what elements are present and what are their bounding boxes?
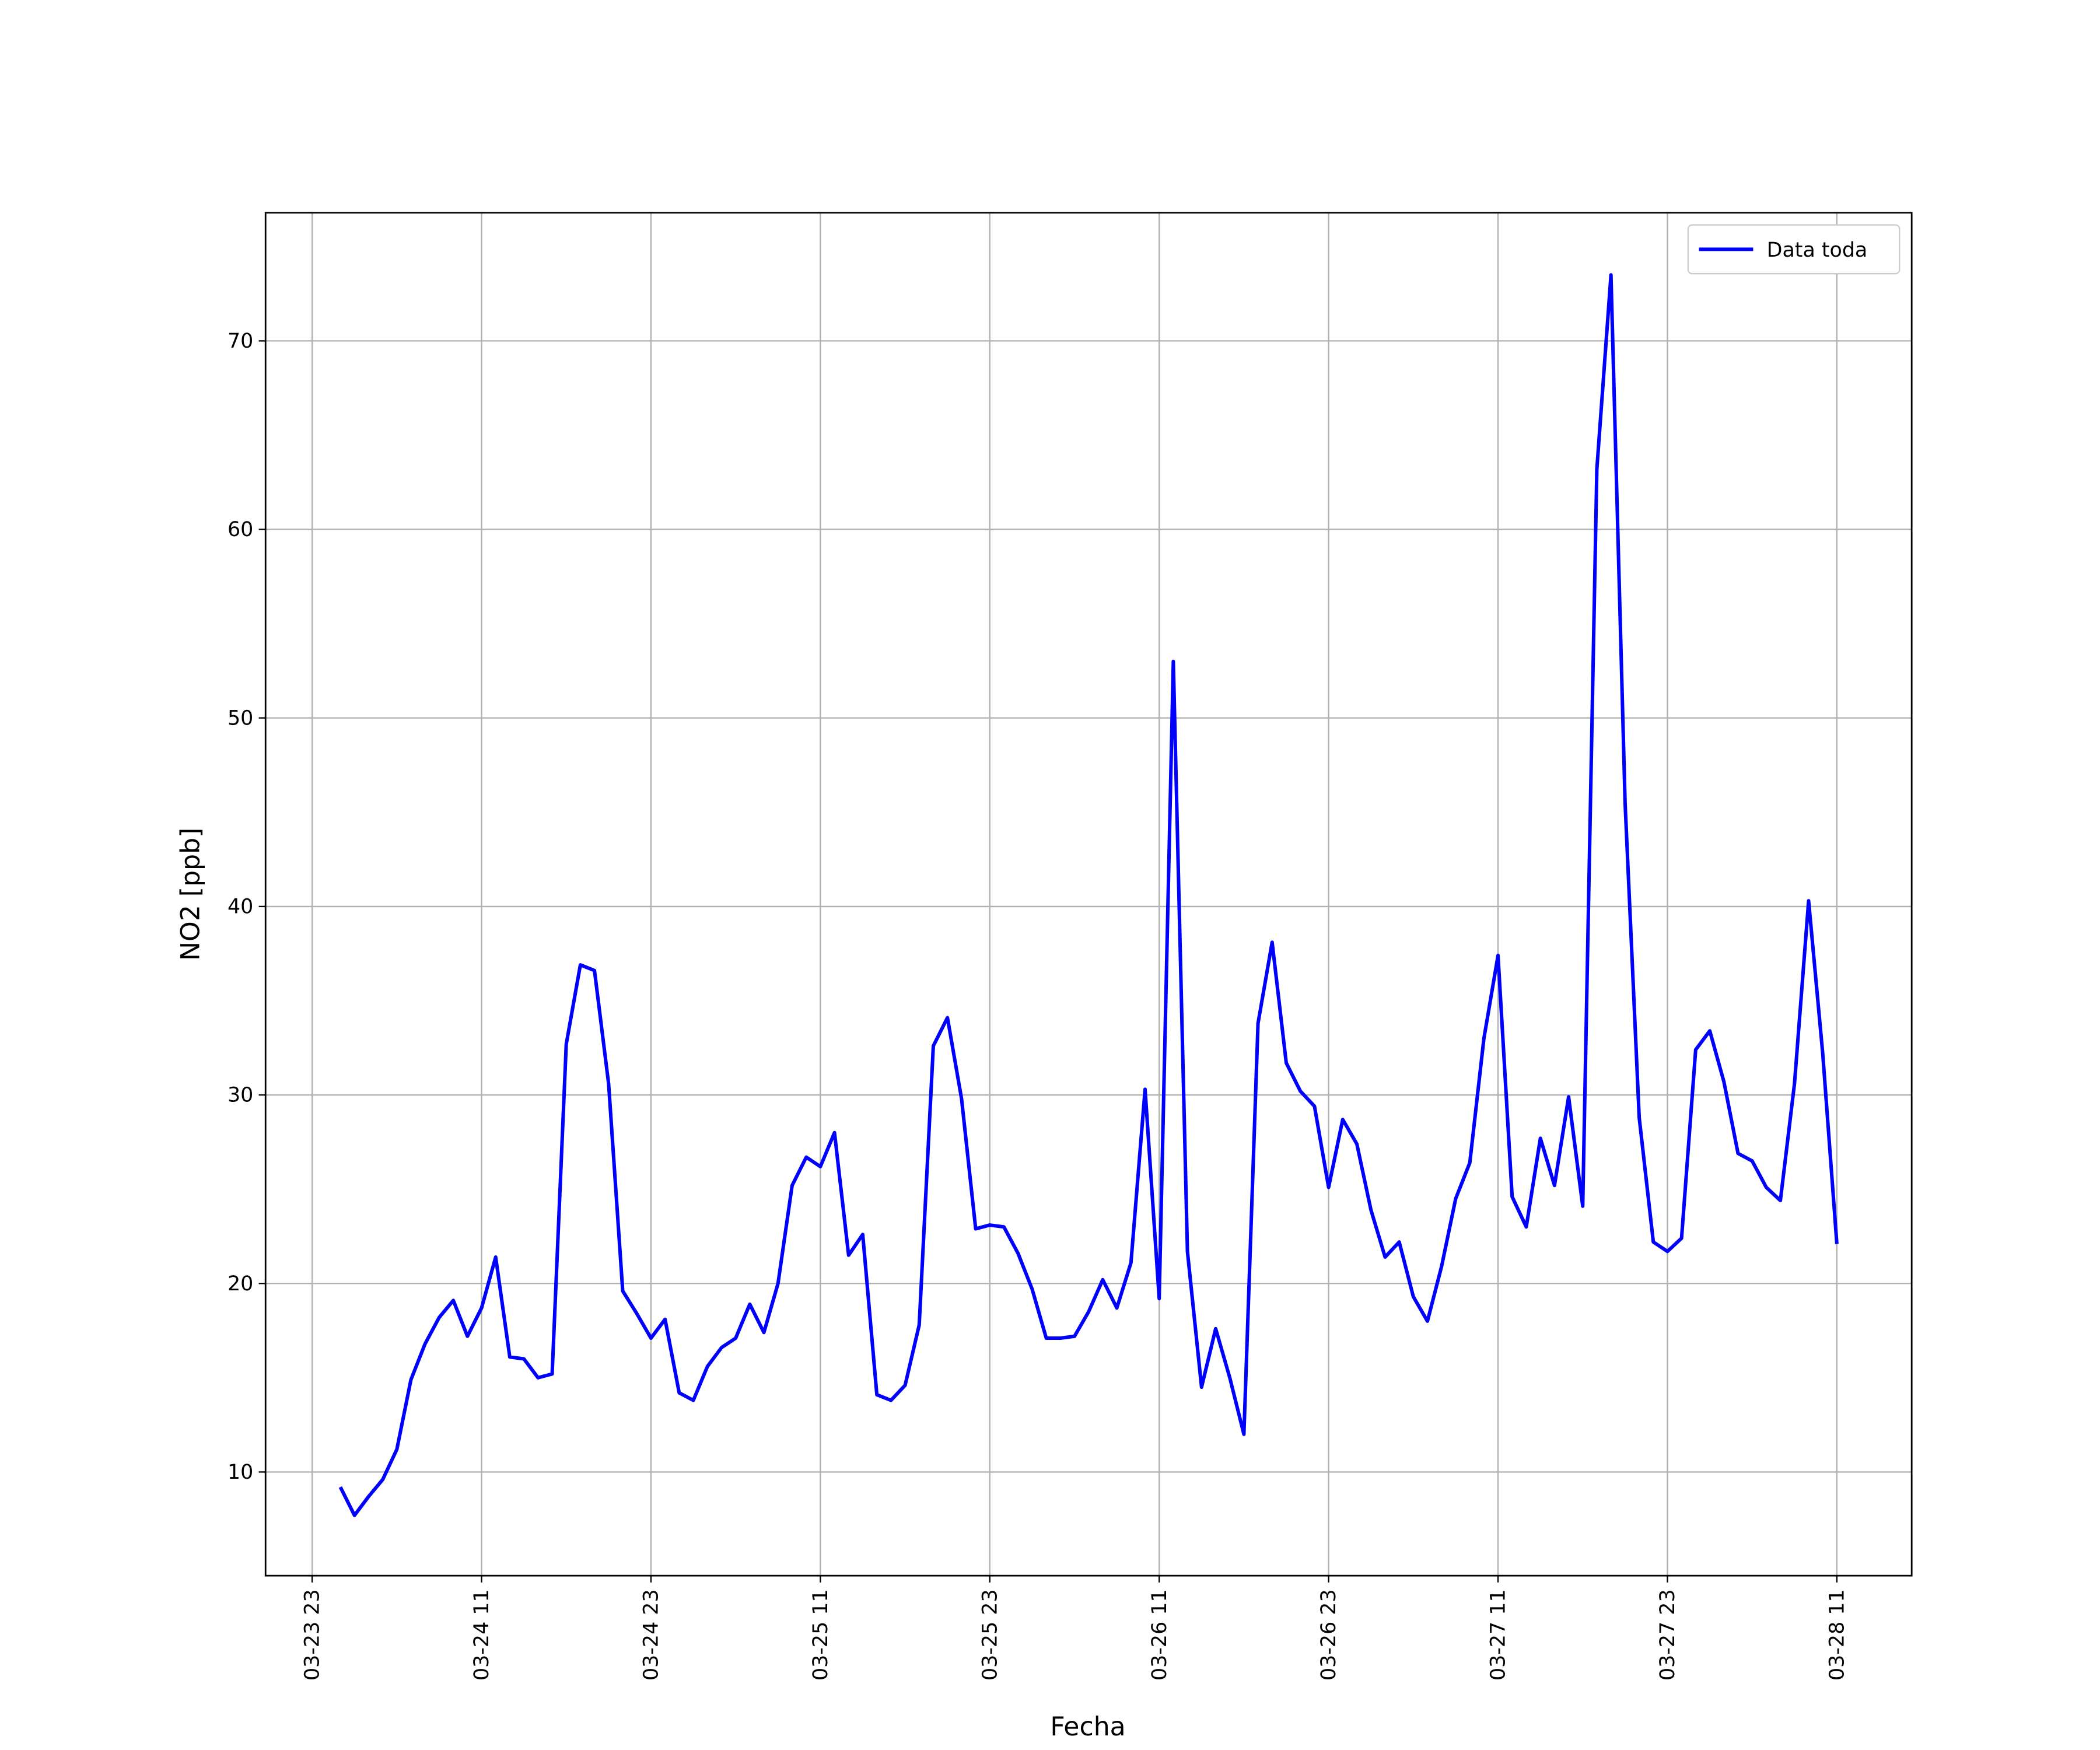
plot-area xyxy=(338,273,1839,1517)
y-tick-label: 60 xyxy=(228,518,253,541)
y-tick-label: 70 xyxy=(228,330,253,353)
x-axis-label: Fecha xyxy=(1050,1712,1125,1742)
x-tick-label: 03-27 11 xyxy=(1487,1589,1510,1681)
y-axis-label: NO2 [ppb] xyxy=(176,828,205,961)
axes-frame xyxy=(264,212,1913,1577)
x-tick-label: 03-25 11 xyxy=(809,1589,832,1681)
y-tick-label: 10 xyxy=(228,1461,253,1484)
x-tick-label: 03-25 23 xyxy=(978,1589,1002,1681)
data-line xyxy=(338,273,1839,1517)
x-tick-label: 03-26 11 xyxy=(1148,1589,1171,1681)
y-tick-label: 30 xyxy=(228,1084,253,1107)
grid xyxy=(265,212,1912,1576)
legend-box xyxy=(1687,224,1901,275)
y-tick-label: 40 xyxy=(228,895,253,919)
x-tick-label: 03-24 11 xyxy=(470,1589,494,1681)
x-tick-label: 03-26 23 xyxy=(1317,1589,1340,1681)
x-tick-label: 03-24 23 xyxy=(640,1589,663,1681)
y-tick-label: 20 xyxy=(228,1272,253,1296)
x-tick-label: 03-28 11 xyxy=(1826,1589,1849,1681)
y-tick-label: 50 xyxy=(228,706,253,730)
legend-label: Data toda xyxy=(1767,239,1868,262)
x-tick-label: 03-23 23 xyxy=(301,1589,324,1681)
x-tick-label: 03-27 23 xyxy=(1656,1589,1679,1681)
